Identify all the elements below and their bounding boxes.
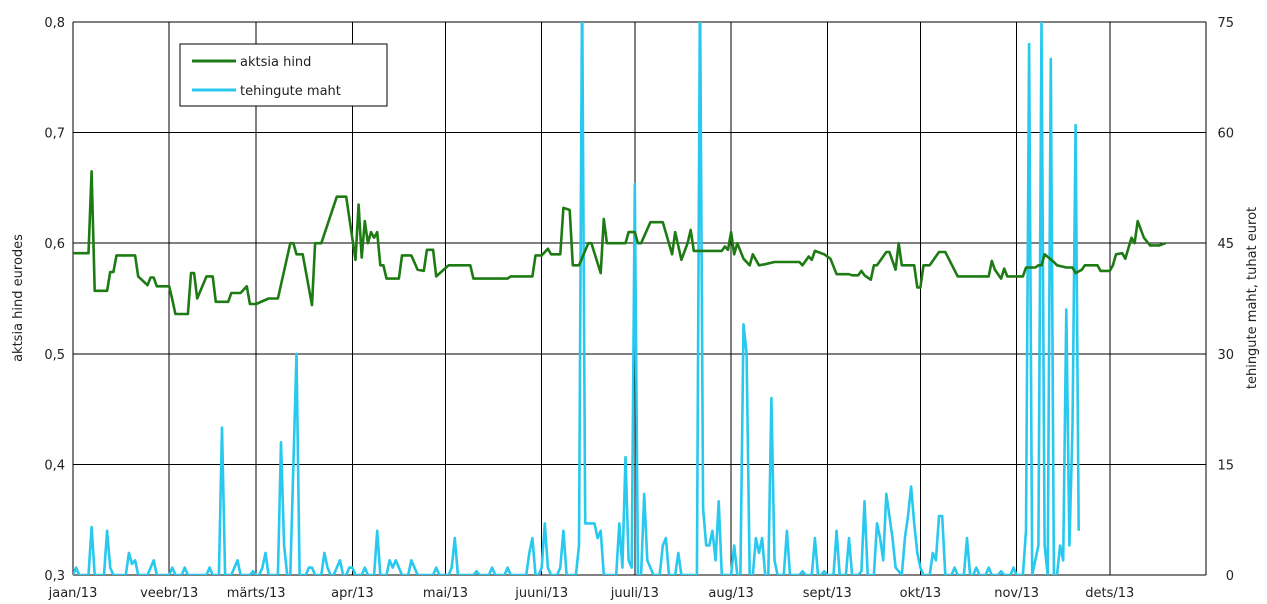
left-tick-label: 0,6	[44, 237, 65, 252]
series-layer	[73, 22, 1167, 575]
legend: aktsia hind tehingute maht	[179, 43, 388, 107]
x-tick-label: märts/13	[227, 586, 286, 601]
right-tick-label: 45	[1217, 237, 1234, 252]
x-tick-label: dets/13	[1085, 586, 1134, 601]
x-tick-label: veebr/13	[140, 586, 198, 601]
x-tick-label: sept/13	[803, 586, 852, 601]
legend-label-volume: tehingute maht	[240, 84, 341, 99]
series-line-volume	[73, 22, 1080, 575]
right-tick-label: 15	[1217, 458, 1234, 473]
left-tick-label: 0,3	[44, 569, 65, 584]
x-tick-label: juuli/13	[610, 586, 659, 601]
left-axis-title: aktsia hind eurodes	[11, 234, 26, 362]
legend-box	[179, 43, 388, 107]
left-axis-ticks: 0,3 0,4 0,5 0,6 0,7 0,8	[44, 16, 65, 584]
left-tick-label: 0,7	[44, 127, 65, 142]
right-tick-label: 60	[1217, 127, 1234, 142]
series-line-price	[73, 170, 1167, 316]
x-axis-ticks: jaan/13 veebr/13 märts/13 apr/13 mai/13 juuni…	[48, 586, 1135, 601]
x-tick-label: juuni/13	[514, 586, 568, 601]
right-tick-label: 75	[1217, 16, 1234, 31]
right-tick-label: 0	[1226, 569, 1234, 584]
left-tick-label: 0,5	[44, 348, 65, 363]
left-tick-label: 0,4	[44, 458, 65, 473]
x-tick-label: aug/13	[708, 586, 753, 601]
right-axis-title: tehingute maht, tuhat eurot	[1245, 207, 1260, 389]
x-tick-label: mai/13	[423, 586, 468, 601]
x-tick-label: apr/13	[331, 586, 374, 601]
legend-label-price: aktsia hind	[240, 55, 311, 70]
left-tick-label: 0,8	[44, 16, 65, 31]
right-axis-ticks: 0 15 30 45 60 75	[1217, 16, 1234, 584]
x-tick-label: nov/13	[994, 586, 1039, 601]
x-tick-label: jaan/13	[48, 586, 98, 601]
right-tick-label: 30	[1217, 348, 1234, 363]
x-tick-label: okt/13	[900, 586, 942, 601]
